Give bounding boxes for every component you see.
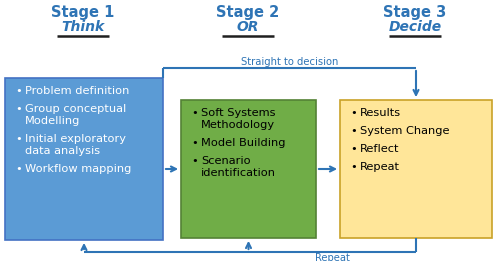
Text: OR: OR bbox=[237, 20, 259, 34]
Text: Think: Think bbox=[62, 20, 104, 34]
Text: •: • bbox=[350, 126, 358, 136]
Text: data analysis: data analysis bbox=[25, 146, 100, 156]
Text: Soft Systems: Soft Systems bbox=[201, 108, 276, 118]
Text: •: • bbox=[16, 86, 22, 96]
Text: •: • bbox=[16, 104, 22, 114]
Text: identification: identification bbox=[201, 168, 276, 178]
Text: •: • bbox=[350, 162, 358, 172]
Text: Reflect: Reflect bbox=[360, 144, 400, 154]
Text: •: • bbox=[192, 108, 198, 118]
Text: Results: Results bbox=[360, 108, 401, 118]
Text: Stage 1: Stage 1 bbox=[52, 5, 114, 20]
Bar bbox=[181, 100, 316, 238]
Text: •: • bbox=[350, 108, 358, 118]
Text: •: • bbox=[16, 164, 22, 174]
Bar bbox=[5, 78, 163, 240]
Text: Scenario: Scenario bbox=[201, 156, 250, 166]
Text: Modelling: Modelling bbox=[25, 116, 80, 126]
Text: •: • bbox=[192, 138, 198, 148]
Bar bbox=[340, 100, 492, 238]
Text: Problem definition: Problem definition bbox=[25, 86, 130, 96]
Text: Group conceptual: Group conceptual bbox=[25, 104, 126, 114]
Text: Straight to decision: Straight to decision bbox=[241, 57, 338, 67]
Text: Decide: Decide bbox=[388, 20, 442, 34]
Text: System Change: System Change bbox=[360, 126, 450, 136]
Text: Initial exploratory: Initial exploratory bbox=[25, 134, 126, 144]
Text: Model Building: Model Building bbox=[201, 138, 285, 148]
Text: Methodology: Methodology bbox=[201, 120, 275, 130]
Text: Repeat: Repeat bbox=[360, 162, 400, 172]
Text: Stage 2: Stage 2 bbox=[216, 5, 280, 20]
Text: Workflow mapping: Workflow mapping bbox=[25, 164, 132, 174]
Text: •: • bbox=[350, 144, 358, 154]
Text: Repeat: Repeat bbox=[315, 253, 350, 261]
Text: •: • bbox=[16, 134, 22, 144]
Text: Stage 3: Stage 3 bbox=[384, 5, 446, 20]
Text: •: • bbox=[192, 156, 198, 166]
